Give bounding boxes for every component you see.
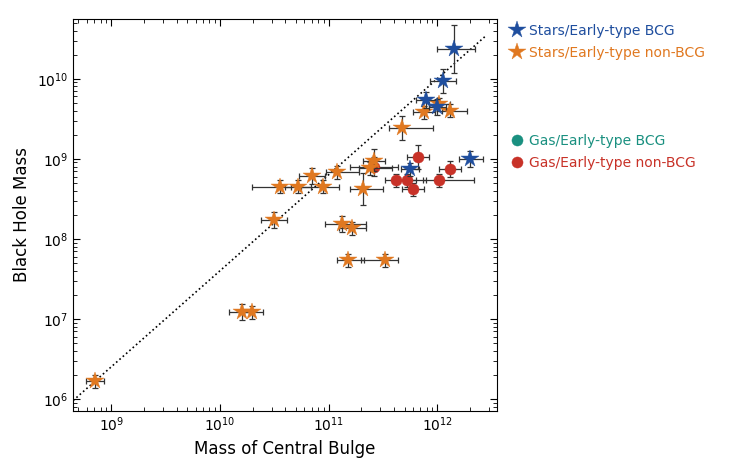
Y-axis label: Black Hole Mass: Black Hole Mass [13, 147, 31, 283]
X-axis label: Mass of Central Bulge: Mass of Central Bulge [194, 440, 376, 458]
Legend: Gas/Early-type BCG, Gas/Early-type non-BCG: Gas/Early-type BCG, Gas/Early-type non-B… [506, 128, 702, 175]
